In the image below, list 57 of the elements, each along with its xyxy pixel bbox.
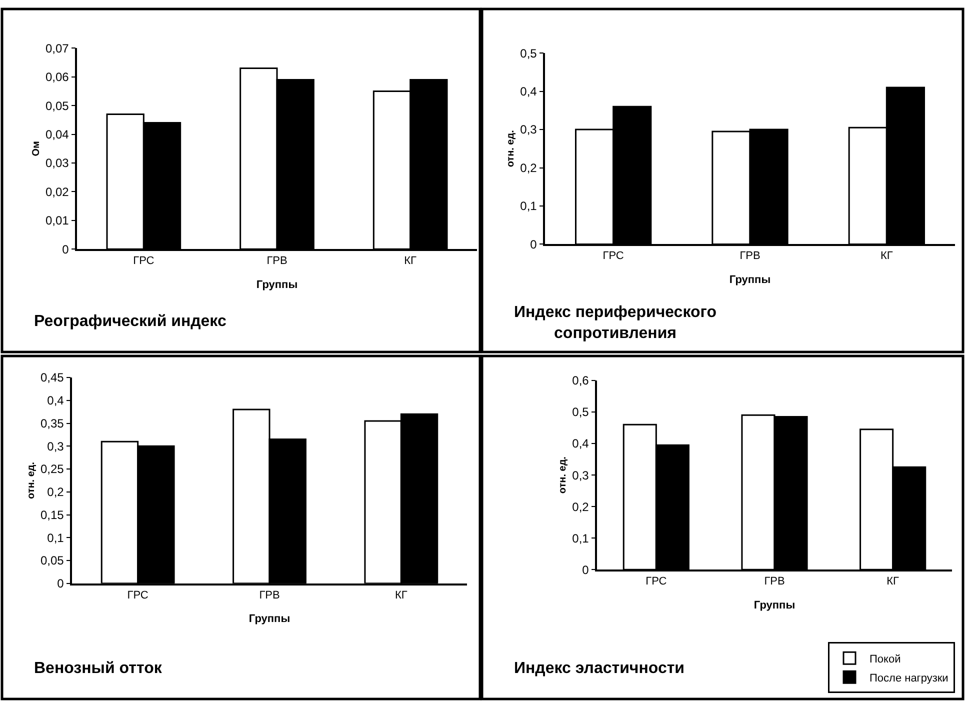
y-tick-label: 0,5 xyxy=(520,46,538,60)
y-tick-label: 0,04 xyxy=(45,127,70,142)
y-tick-label: 0,2 xyxy=(47,485,64,500)
y-tick-label: 0,1 xyxy=(572,531,590,546)
legend-label: Покой xyxy=(870,653,901,666)
y-tick-label: 0,07 xyxy=(45,41,70,56)
x-tick-label: ГРС xyxy=(127,589,148,602)
x-axis-title: Группы xyxy=(754,599,796,612)
y-tick-label: 0,3 xyxy=(572,468,590,482)
y-axis-title: Ом xyxy=(30,141,42,156)
text: Индекс эластичности xyxy=(514,660,685,677)
y-tick-label: 0,4 xyxy=(572,436,590,451)
y-tick-label: 0,1 xyxy=(47,530,64,545)
text: Реографический индекс xyxy=(34,313,226,330)
y-tick-label: 0,15 xyxy=(40,508,64,522)
legend-label: После нагрузки xyxy=(870,672,948,684)
x-tick-label: КГ xyxy=(886,576,900,588)
y-tick-label: 0,02 xyxy=(45,184,70,199)
y-axis-title: отн. ед. xyxy=(26,462,37,499)
y-tick-label: 0,2 xyxy=(520,160,538,175)
y-tick-label: 0,1 xyxy=(520,199,538,214)
x-tick-label: ГРС xyxy=(133,255,154,268)
x-axis-title: Группы xyxy=(248,613,290,626)
y-tick-label: 0,03 xyxy=(45,156,70,170)
y-axis-title: отн. ед. xyxy=(506,130,517,168)
y-tick-label: 0,35 xyxy=(40,416,64,430)
x-tick-label: ГРС xyxy=(602,250,624,262)
y-tick-label: 0,6 xyxy=(572,374,590,388)
y-tick-label: 0,3 xyxy=(520,122,538,137)
x-tick-label: КГ xyxy=(394,589,408,602)
x-tick-label: КГ xyxy=(880,250,893,262)
y-tick-label: 0,5 xyxy=(572,405,590,420)
x-axis-title: Группы xyxy=(729,274,771,286)
y-tick-label: 0,25 xyxy=(40,462,64,476)
y-tick-label: 0,45 xyxy=(40,370,64,385)
y-tick-label: 0,4 xyxy=(520,84,538,98)
y-tick-label: 0,01 xyxy=(45,214,70,228)
y-tick-label: 0,06 xyxy=(45,70,70,84)
y-tick-label: 0 xyxy=(62,242,70,256)
y-axis-title: отн. ед. xyxy=(558,456,569,494)
y-tick-label: 0,3 xyxy=(47,439,64,454)
x-tick-label: ГРВ xyxy=(259,589,280,602)
y-tick-label: 0,05 xyxy=(40,554,64,568)
y-tick-label: 0,2 xyxy=(572,500,590,514)
y-tick-label: 0 xyxy=(582,562,590,577)
y-tick-label: 0,4 xyxy=(47,394,64,408)
y-tick-label: 0 xyxy=(57,576,64,591)
x-tick-label: КГ xyxy=(404,255,417,268)
y-tick-label: 0,05 xyxy=(45,98,70,113)
x-axis-title: Группы xyxy=(256,278,298,291)
x-tick-label: ГРВ xyxy=(740,250,760,262)
y-tick-label: 0 xyxy=(530,237,538,252)
text: Индекс периферического сопротивления xyxy=(514,304,717,342)
x-tick-label: ГРС xyxy=(646,576,667,588)
text: Венозный отток xyxy=(34,660,163,677)
x-tick-label: ГРВ xyxy=(266,255,288,268)
x-tick-label: ГРВ xyxy=(764,576,785,588)
